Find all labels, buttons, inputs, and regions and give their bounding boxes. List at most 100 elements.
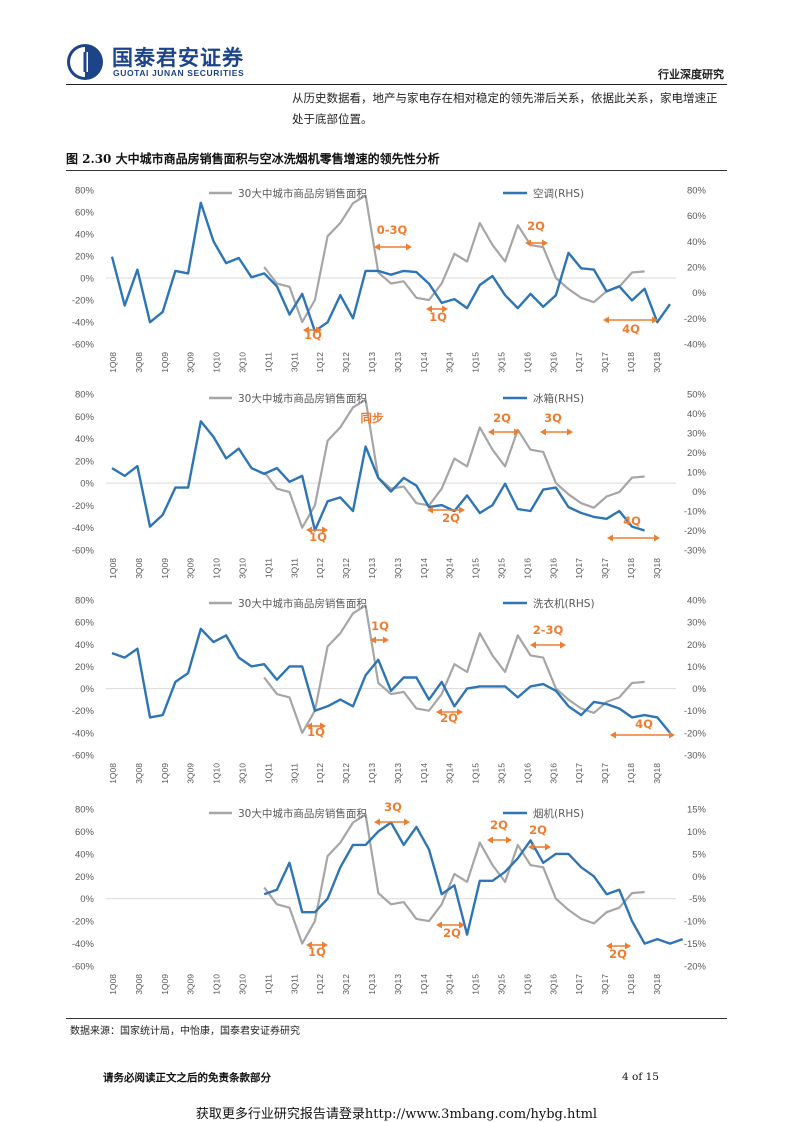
annotation-arrowhead-left — [306, 526, 312, 534]
right-axis-tick-label: -20% — [684, 526, 707, 537]
lead-lag-annotation: 2Q — [609, 947, 627, 961]
right-axis-tick-label: 0% — [692, 872, 706, 883]
left-axis-tick-label: -40% — [72, 523, 95, 534]
x-axis-tick-label: 1Q09 — [160, 558, 170, 579]
intro-paragraph: 从历史数据看，地产与家电存在相对稳定的领先滞后关系，依据此关系，家电增速正处于底… — [292, 91, 718, 126]
right-axis-tick-label: -30% — [684, 546, 707, 557]
appliance-series-line — [111, 420, 645, 532]
annotation-arrowhead-left — [606, 942, 612, 950]
right-axis-tick-label: 40% — [687, 409, 707, 420]
right-axis-tick-label: -15% — [684, 939, 707, 950]
legend-housing-label: 30大中城市商品房销售面积 — [238, 392, 367, 405]
right-axis-tick-label: 10% — [687, 468, 707, 479]
x-axis-tick-label: 1Q11 — [263, 763, 273, 783]
left-axis-tick-label: 0% — [80, 684, 94, 695]
lead-lag-annotation: 2Q — [442, 511, 460, 525]
appliance-series-line — [110, 201, 671, 333]
right-axis-tick-label: -20% — [684, 962, 707, 973]
x-axis-tick-label: 3Q10 — [238, 558, 248, 579]
x-axis-tick-label: 1Q15 — [471, 352, 481, 373]
x-axis-tick-label: 1Q10 — [212, 763, 222, 784]
x-axis-tick-label: 1Q09 — [160, 352, 170, 373]
annotation-arrowhead-left — [370, 636, 376, 644]
annotation-arrowhead-right — [669, 731, 675, 739]
lead-lag-annotation: 2Q — [490, 818, 508, 832]
x-axis-tick-label: 3Q08 — [134, 974, 144, 995]
x-axis-tick-label: 1Q12 — [315, 352, 325, 373]
lead-lag-annotation: 1Q — [308, 945, 326, 959]
x-axis-tick-label: 1Q18 — [626, 352, 636, 373]
x-axis-tick-label: 3Q09 — [186, 352, 196, 373]
figure-top-rule — [66, 170, 727, 171]
legend-housing-label: 30大中城市商品房销售面积 — [238, 597, 367, 610]
x-axis-tick-label: 3Q18 — [652, 352, 662, 373]
x-axis-tick-label: 3Q17 — [600, 558, 610, 579]
annotation-arrowhead-right — [459, 506, 465, 514]
x-axis-tick-label: 1Q10 — [212, 558, 222, 579]
x-axis-tick-label: 3Q12 — [341, 558, 351, 579]
annotation-arrowhead-left — [306, 722, 312, 730]
right-axis-tick-label: -20% — [684, 314, 707, 325]
disclaimer-note: 请务必阅读正文之后的免责条款部分 — [103, 1072, 271, 1084]
right-axis-tick-label: 10% — [687, 662, 707, 673]
logo-text-cn: 国泰君安证券 — [112, 46, 244, 70]
lead-lag-annotation: 2Q — [529, 823, 547, 837]
annotation-arrowhead-right — [567, 428, 573, 436]
x-axis-tick-label: 1Q12 — [315, 974, 325, 995]
right-axis-tick-label: 30% — [687, 429, 707, 440]
annotation-arrowhead-right — [404, 818, 410, 826]
x-axis-tick-label: 3Q13 — [393, 558, 403, 579]
left-axis-tick-label: 20% — [75, 252, 95, 263]
x-axis-tick-label: 3Q08 — [134, 763, 144, 784]
right-axis-tick-label: -10% — [684, 507, 707, 518]
company-logo: 国泰君安证券 GUOTAI JUNAN SECURITIES — [66, 40, 291, 82]
lead-lag-annotation: 4Q — [622, 322, 640, 336]
annotation-arrowhead-right — [625, 942, 631, 950]
annotation-arrowhead-right — [322, 526, 328, 534]
left-axis-tick-label: 40% — [75, 849, 95, 860]
x-axis-tick-label: 3Q09 — [186, 558, 196, 579]
x-axis-tick-label: 1Q15 — [471, 558, 481, 579]
lead-lag-annotation: 2Q — [527, 219, 545, 233]
annotation-arrowhead-right — [322, 941, 328, 949]
right-axis-tick-label: 0% — [692, 684, 706, 695]
x-axis-tick-label: 3Q14 — [445, 558, 455, 579]
lead-lag-annotation: 3Q — [544, 411, 562, 425]
right-axis-tick-label: 80% — [687, 186, 707, 197]
watermark-link[interactable]: 获取更多行业研究报告请登录http://www.3mbang.com/hybg.… — [195, 1107, 598, 1122]
right-axis-tick-label: 0% — [692, 288, 706, 299]
x-axis-tick-label: 3Q16 — [548, 763, 558, 784]
lead-lag-annotation: 0-3Q — [377, 223, 408, 237]
left-axis-tick-label: 80% — [75, 805, 95, 816]
x-axis-tick-label: 3Q08 — [134, 352, 144, 373]
annotation-arrowhead-right — [320, 722, 326, 730]
appliance-series-line — [111, 627, 671, 734]
x-axis-tick-label: 1Q17 — [574, 352, 584, 373]
annotation-arrowhead-right — [654, 534, 660, 542]
x-axis-tick-label: 1Q13 — [367, 352, 377, 373]
right-axis-tick-label: 40% — [687, 237, 707, 248]
lead-lag-annotation: 1Q — [429, 310, 447, 324]
left-axis-tick-label: 60% — [75, 412, 95, 423]
right-axis-tick-label: 5% — [692, 849, 706, 860]
annotation-arrowhead-left — [540, 428, 546, 436]
left-axis-tick-label: -60% — [72, 751, 95, 762]
right-axis-tick-label: 15% — [687, 805, 707, 816]
left-axis-tick-label: 40% — [75, 434, 95, 445]
x-axis-tick-label: 3Q11 — [289, 763, 299, 783]
x-axis-tick-label: 1Q17 — [574, 974, 584, 995]
x-axis-tick-label: 1Q11 — [263, 974, 273, 994]
housing-sales-series-line — [263, 398, 645, 529]
x-axis-tick-label: 3Q11 — [289, 558, 299, 578]
legend-housing-label: 30大中城市商品房销售面积 — [238, 187, 367, 200]
right-axis-tick-label: 20% — [687, 448, 707, 459]
x-axis-tick-label: 3Q14 — [445, 352, 455, 373]
annotation-arrowhead-right — [514, 428, 520, 436]
x-axis-tick-label: 3Q17 — [600, 352, 610, 373]
x-axis-tick-label: 1Q09 — [160, 763, 170, 784]
housing-sales-series-line — [263, 194, 645, 324]
x-axis-tick-label: 1Q18 — [626, 763, 636, 784]
lead-lag-annotation: 2Q — [493, 411, 511, 425]
lead-lag-annotation: 1Q — [371, 619, 389, 633]
